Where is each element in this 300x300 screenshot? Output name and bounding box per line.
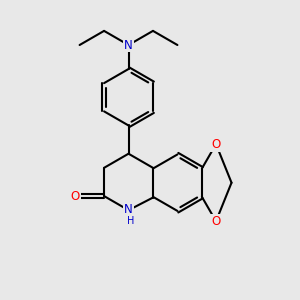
Text: N: N	[124, 38, 133, 52]
Text: O: O	[212, 138, 220, 151]
Text: O: O	[70, 190, 80, 202]
Text: H: H	[127, 216, 135, 226]
Text: N: N	[124, 203, 133, 216]
Text: O: O	[212, 215, 220, 228]
